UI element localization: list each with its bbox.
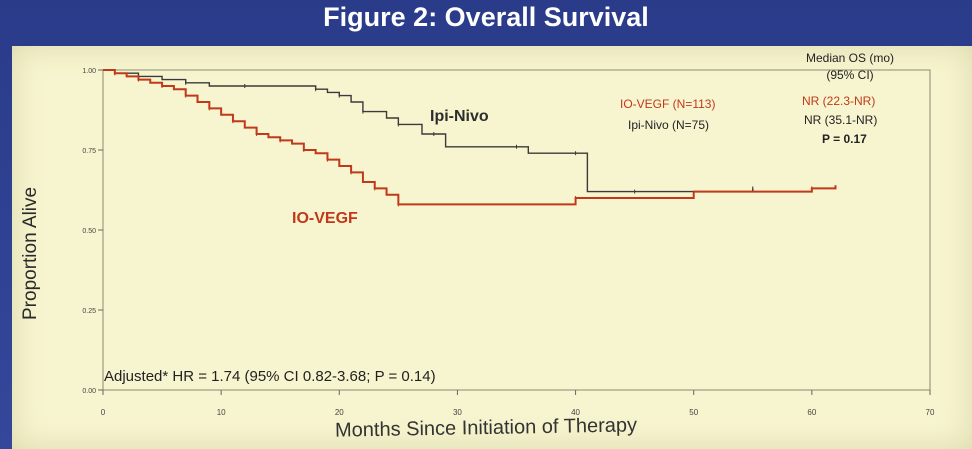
series-line-ipi-nivo (103, 69, 754, 193)
x-tick-label: 10 (217, 408, 226, 417)
x-tick-label: 30 (453, 408, 462, 417)
y-tick-label: 0.50 (82, 228, 96, 235)
y-tick-label: 0.00 (82, 388, 96, 395)
series-line-io-vegf (103, 69, 837, 206)
x-tick-label: 40 (571, 408, 580, 417)
y-tick-label: 0.75 (82, 148, 96, 155)
x-tick-label: 50 (689, 408, 698, 417)
legend-header-line1: Median OS (mo) (805, 51, 895, 65)
chart-panel (12, 46, 972, 449)
y-tick-label: 1.00 (82, 68, 96, 75)
y-axis-label: Proportion Alive (20, 186, 41, 320)
legend-io-vegf-label: IO-VEGF (N=113) (620, 97, 716, 111)
x-tick-label: 70 (926, 408, 935, 417)
chart-axes: 0 10 20 30 40 50 60 70 0.00 0.25 0.50 0.75 1.00 (82, 68, 935, 417)
legend-header-line2: (95% CI) (826, 68, 874, 82)
hazard-ratio-annotation: Adjusted* HR = 1.74 (95% CI 0.82-3.68; P… (104, 368, 436, 385)
legend-ipi-nivo-label: Ipi-Nivo (N=75) (628, 118, 710, 132)
series-label-io-vegf: IO-VEGF (292, 210, 358, 227)
x-tick-label: 20 (335, 408, 344, 417)
legend-header: Median OS (mo) (95% CI) (790, 50, 910, 84)
legend-io-vegf-value: NR (22.3-NR) (802, 94, 876, 108)
y-tick-label: 0.25 (82, 308, 96, 315)
legend-p-value: P = 0.17 (822, 132, 867, 146)
x-tick-label: 0 (101, 408, 106, 417)
legend-ipi-nivo-value: NR (35.1-NR) (804, 113, 878, 127)
x-tick-label: 60 (807, 408, 816, 417)
figure-title: Figure 2: Overall Survival (323, 2, 649, 32)
chart-series (103, 69, 837, 207)
series-label-ipi-nivo: Ipi-Nivo (430, 108, 489, 125)
